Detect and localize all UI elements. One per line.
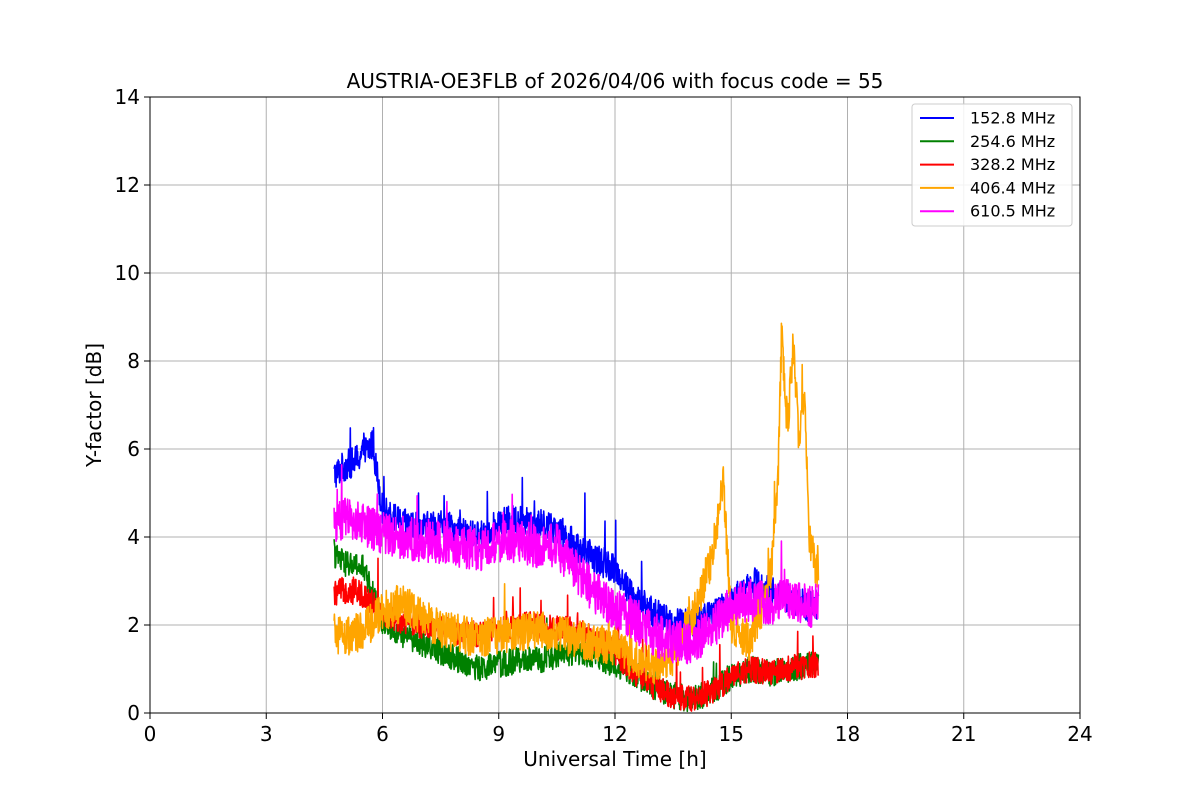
- x-tick-label: 12: [602, 722, 627, 746]
- legend-label: 254.6 MHz: [970, 132, 1055, 151]
- y-axis-label: Y-factor [dB]: [82, 343, 106, 468]
- legend-label: 406.4 MHz: [970, 178, 1055, 197]
- x-tick-label: 21: [951, 722, 976, 746]
- series-line-610-5-mhz: [333, 464, 820, 665]
- legend-label: 610.5 MHz: [970, 202, 1055, 221]
- chart-title: AUSTRIA-OE3FLB of 2026/04/06 with focus …: [347, 69, 884, 93]
- x-tick-label: 18: [835, 722, 860, 746]
- y-tick-label: 14: [115, 85, 140, 109]
- legend: 152.8 MHz 254.6 MHz 328.2 MHz 406.4 MHz 610.…: [911, 103, 1073, 227]
- legend-box: [911, 103, 1073, 227]
- y-tick-label: 0: [127, 701, 140, 725]
- x-tick-label: 9: [492, 722, 505, 746]
- y-tick-label: 4: [127, 525, 140, 549]
- y-tick-label: 8: [127, 349, 140, 373]
- x-tick-label: 24: [1067, 722, 1092, 746]
- y-tick-label: 6: [127, 437, 140, 461]
- x-tick-label: 0: [144, 722, 157, 746]
- x-tick-label: 6: [376, 722, 389, 746]
- x-axis-label: Universal Time [h]: [523, 747, 706, 771]
- plot-lines: [333, 322, 820, 713]
- y-tick-label: 2: [127, 613, 140, 637]
- y-tick-label: 12: [115, 173, 140, 197]
- x-tick-label: 15: [719, 722, 744, 746]
- y-tick-label: 10: [115, 261, 140, 285]
- series-line-406-4-mhz: [333, 322, 820, 685]
- legend-label: 152.8 MHz: [970, 109, 1055, 128]
- x-tick-label: 3: [260, 722, 273, 746]
- legend-label: 328.2 MHz: [970, 155, 1055, 174]
